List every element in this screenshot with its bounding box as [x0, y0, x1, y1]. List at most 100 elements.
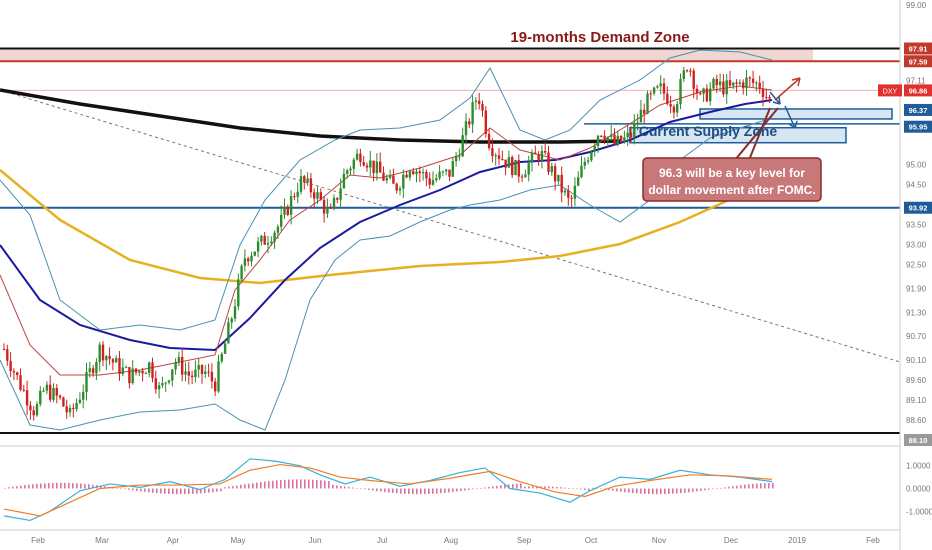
symbol-tag: DXY: [883, 88, 898, 95]
candle-body: [745, 77, 748, 89]
candle-body: [342, 173, 346, 189]
candle-body: [339, 188, 342, 200]
macd-histogram-bar: [620, 488, 622, 492]
candle-body: [19, 375, 22, 390]
candle-body: [49, 384, 52, 400]
candle-body: [296, 191, 299, 197]
ma-200-line: [0, 169, 773, 285]
candle-body: [520, 176, 524, 178]
price-tick-label: 99.00: [906, 1, 927, 10]
macd-histogram-bar: [140, 488, 142, 492]
price-badge-label: 88.10: [909, 436, 928, 445]
price-badge: [904, 120, 932, 133]
macd-histogram-bar: [164, 488, 166, 494]
macd-histogram-bar: [424, 488, 426, 495]
macd-histogram-bar: [104, 486, 106, 489]
macd-histogram-bar: [408, 488, 410, 495]
macd-histogram-bar: [372, 488, 374, 491]
candle-body: [537, 154, 540, 161]
macd-histogram-bar: [636, 488, 638, 494]
candle-body: [712, 78, 715, 89]
macd-histogram-bar: [160, 488, 162, 494]
candle-body: [735, 82, 738, 84]
candle-body: [243, 258, 247, 266]
macd-histogram-bar: [8, 487, 10, 489]
macd-histogram-bar: [464, 488, 466, 491]
macd-histogram-bar: [712, 488, 714, 490]
candle-body: [108, 355, 111, 360]
candle-body: [550, 166, 553, 173]
arrow-up-head: [791, 77, 801, 87]
candle-body: [161, 383, 164, 386]
candle-body: [75, 402, 78, 410]
macd-histogram-bar: [260, 482, 262, 489]
callout-pointer: [734, 107, 779, 161]
macd-histogram-bar: [40, 483, 42, 489]
candle-body: [230, 318, 233, 323]
macd-histogram-bar: [480, 488, 482, 489]
candle-body: [263, 235, 266, 245]
macd-histogram-bar: [316, 479, 318, 489]
macd-histogram-bar: [132, 488, 134, 491]
macd-histogram-bar: [268, 481, 270, 489]
candle-body: [322, 199, 326, 214]
macd-histogram-bar: [116, 487, 118, 489]
macd-histogram-bar: [404, 488, 406, 494]
candle-body: [715, 78, 718, 86]
price-badge-label: 96.37: [909, 106, 928, 115]
candle-body: [164, 382, 167, 384]
candle-body: [187, 371, 190, 376]
candle-body: [2, 349, 6, 351]
candle-body: [385, 178, 388, 181]
macd-histogram-bar: [344, 486, 346, 489]
macd-histogram-bar: [292, 479, 294, 489]
macd-histogram-bar: [664, 488, 666, 495]
candle-body: [699, 93, 702, 95]
macd-histogram-bar: [272, 480, 274, 489]
candle-body: [742, 82, 745, 89]
candle-body: [111, 359, 115, 363]
candle-body: [514, 160, 517, 176]
candle-body: [652, 87, 656, 94]
time-tick-label: 2019: [788, 536, 806, 545]
candle-body: [299, 176, 303, 192]
candle-body: [603, 135, 606, 141]
candle-body: [728, 80, 732, 86]
macd-histogram-bar: [12, 486, 14, 489]
macd-histogram-bar: [392, 488, 394, 493]
candle-body: [534, 152, 537, 155]
macd-histogram-bar: [16, 486, 18, 489]
macd-histogram-bar: [264, 481, 266, 489]
candle-body: [134, 368, 138, 373]
macd-histogram-bar: [492, 486, 494, 489]
macd-histogram-bar: [552, 486, 554, 489]
candle-body: [42, 390, 45, 392]
macd-histogram-bar: [336, 485, 338, 489]
macd-histogram-bar: [248, 483, 250, 489]
candle-body: [471, 102, 474, 125]
symbol-tag-box: [878, 84, 902, 97]
macd-histogram-bar: [764, 483, 766, 489]
price-badge-label: 93.92: [909, 204, 928, 213]
macd-histogram-bar: [252, 483, 254, 489]
macd-histogram-bar: [476, 488, 478, 490]
price-badge: [904, 42, 932, 55]
macd-histogram-bar: [528, 486, 530, 489]
macd-tick-label: 1.0000: [906, 462, 931, 471]
time-tick-label: Jun: [309, 536, 322, 545]
macd-histogram-bar: [772, 482, 774, 489]
macd-histogram-bar: [300, 479, 302, 489]
macd-histogram-bar: [28, 484, 30, 489]
macd-histogram-bar: [72, 483, 74, 489]
macd-histogram-bar: [64, 482, 66, 489]
macd-histogram-bar: [324, 480, 326, 489]
candle-body: [240, 265, 243, 280]
candle-body: [197, 365, 200, 370]
candle-body: [273, 232, 276, 242]
candle-body: [65, 406, 68, 413]
candle-body: [362, 162, 365, 166]
macd-histogram-bar: [760, 483, 762, 489]
macd-histogram-bar: [652, 488, 654, 495]
candle-body: [237, 279, 240, 307]
